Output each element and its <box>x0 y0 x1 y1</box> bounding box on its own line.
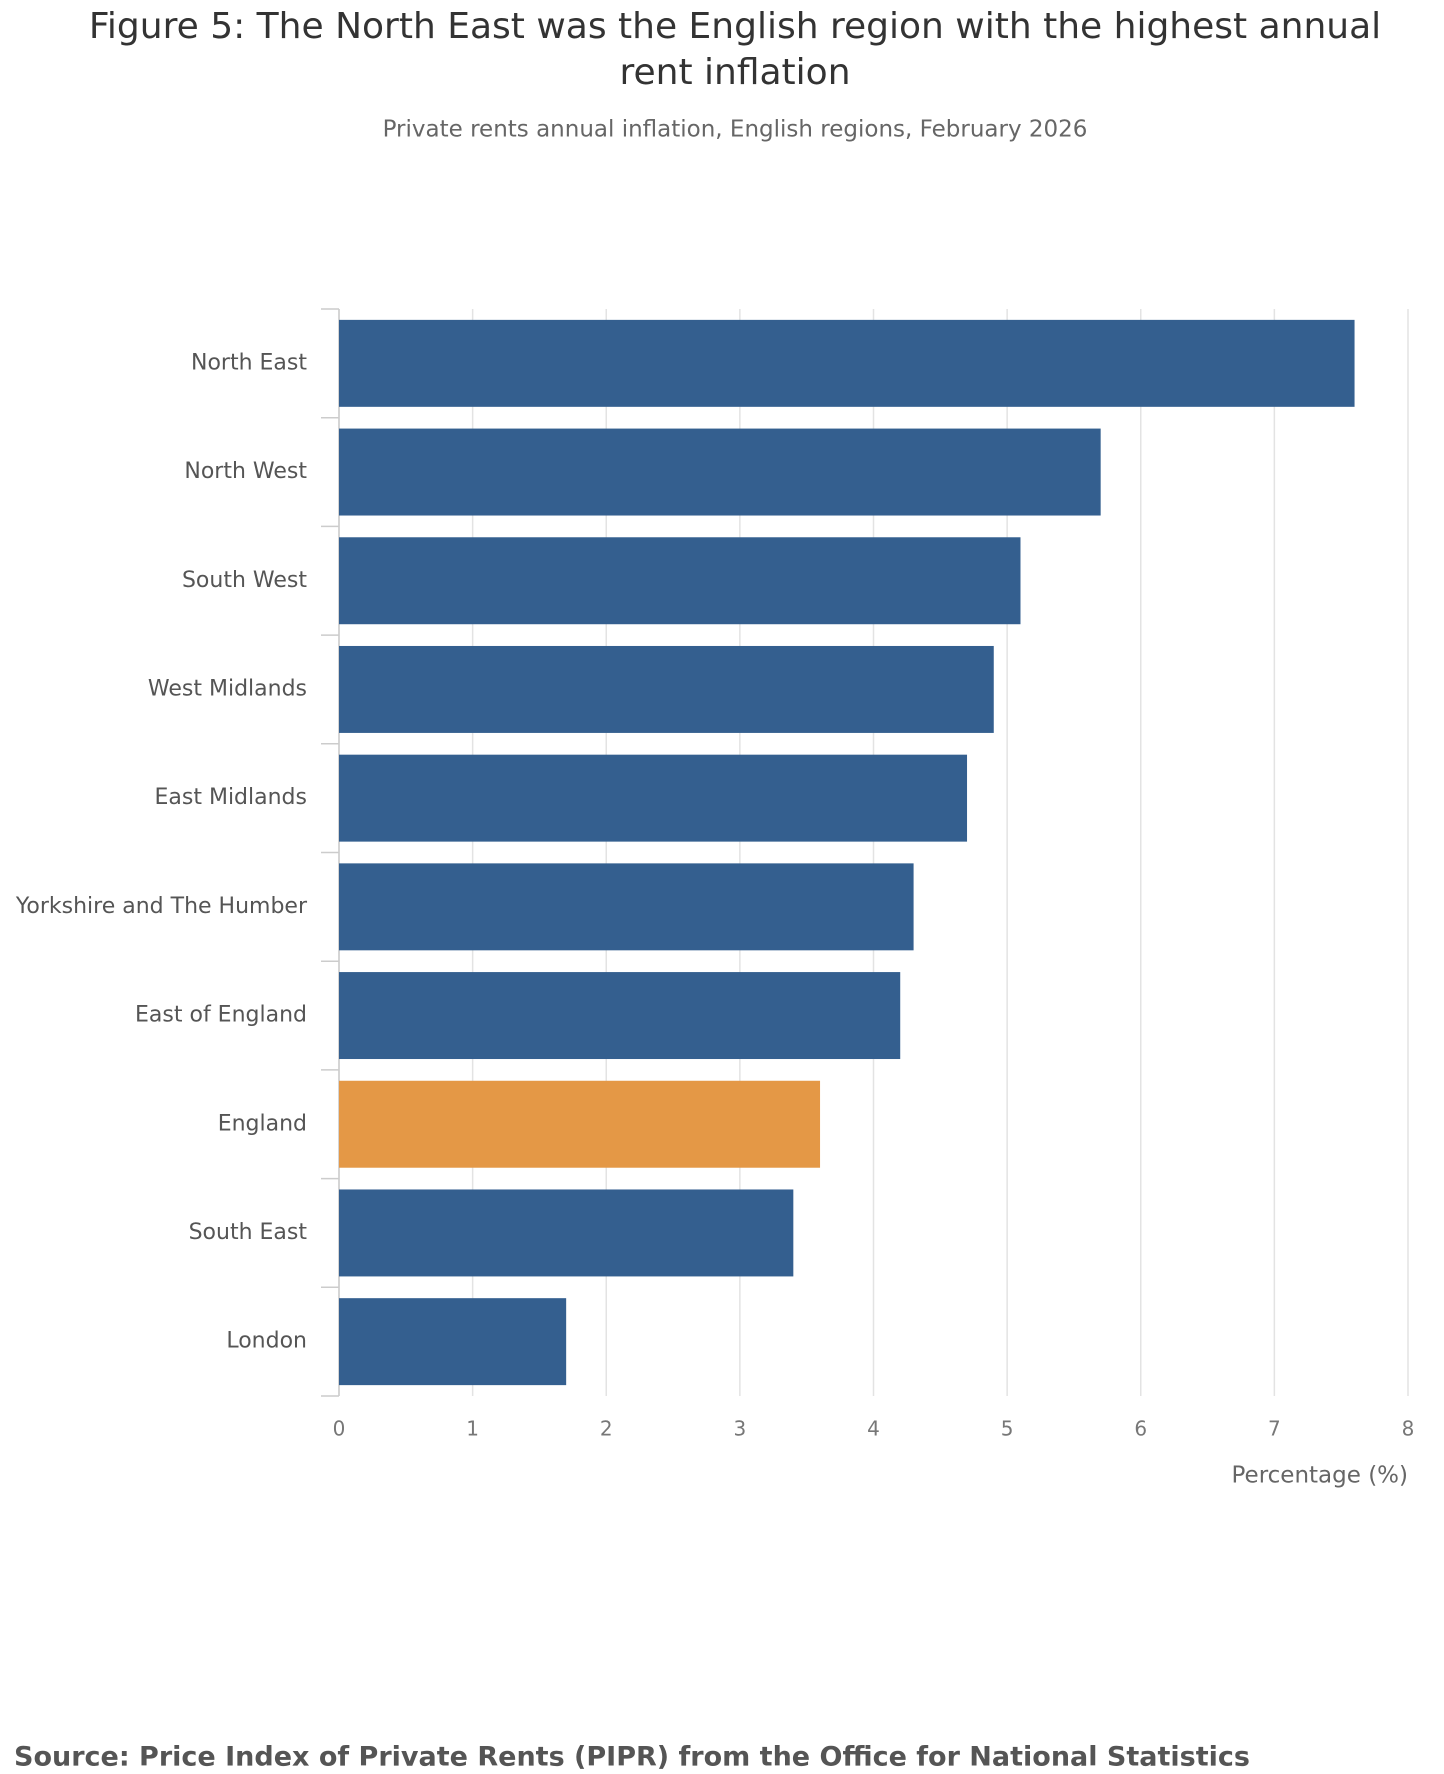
chart-title: Figure 5: The North East was the English… <box>89 6 1381 93</box>
x-tick-label: 1 <box>466 1417 479 1441</box>
x-tick-label: 7 <box>1268 1417 1281 1441</box>
x-tick-label: 3 <box>734 1417 747 1441</box>
x-tick-label: 6 <box>1134 1417 1147 1441</box>
x-tick-label: 2 <box>600 1417 613 1441</box>
y-tick-label: South West <box>182 568 307 593</box>
y-tick-label: London <box>226 1329 307 1354</box>
x-tick-label: 0 <box>333 1417 346 1441</box>
y-tick-label: North East <box>191 350 307 375</box>
y-tick-label: East of England <box>135 1003 307 1028</box>
x-axis-label: Percentage (%) <box>1232 1463 1409 1489</box>
y-tick-label: Yorkshire and The Humber <box>15 894 308 919</box>
bar <box>339 754 968 842</box>
bar <box>339 645 994 733</box>
bar <box>339 537 1021 625</box>
bar <box>339 863 914 951</box>
bar <box>339 1080 821 1168</box>
y-tick-label: West Midlands <box>148 676 307 701</box>
y-tick-label: East Midlands <box>155 785 308 810</box>
y-tick-label: South East <box>189 1220 308 1245</box>
x-tick-label: 8 <box>1402 1417 1415 1441</box>
y-tick-label: North West <box>184 459 307 484</box>
bar <box>339 972 901 1060</box>
x-tick-label: 4 <box>867 1417 880 1441</box>
y-tick-label: England <box>218 1111 307 1136</box>
bar <box>339 428 1101 516</box>
source-note: Source: Price Index of Private Rents (PI… <box>14 1742 1250 1773</box>
bar <box>339 1298 567 1386</box>
bar <box>339 1189 794 1277</box>
bar <box>339 319 1355 407</box>
x-tick-label: 5 <box>1001 1417 1014 1441</box>
chart-subtitle: Private rents annual inflation, English … <box>383 117 1088 143</box>
